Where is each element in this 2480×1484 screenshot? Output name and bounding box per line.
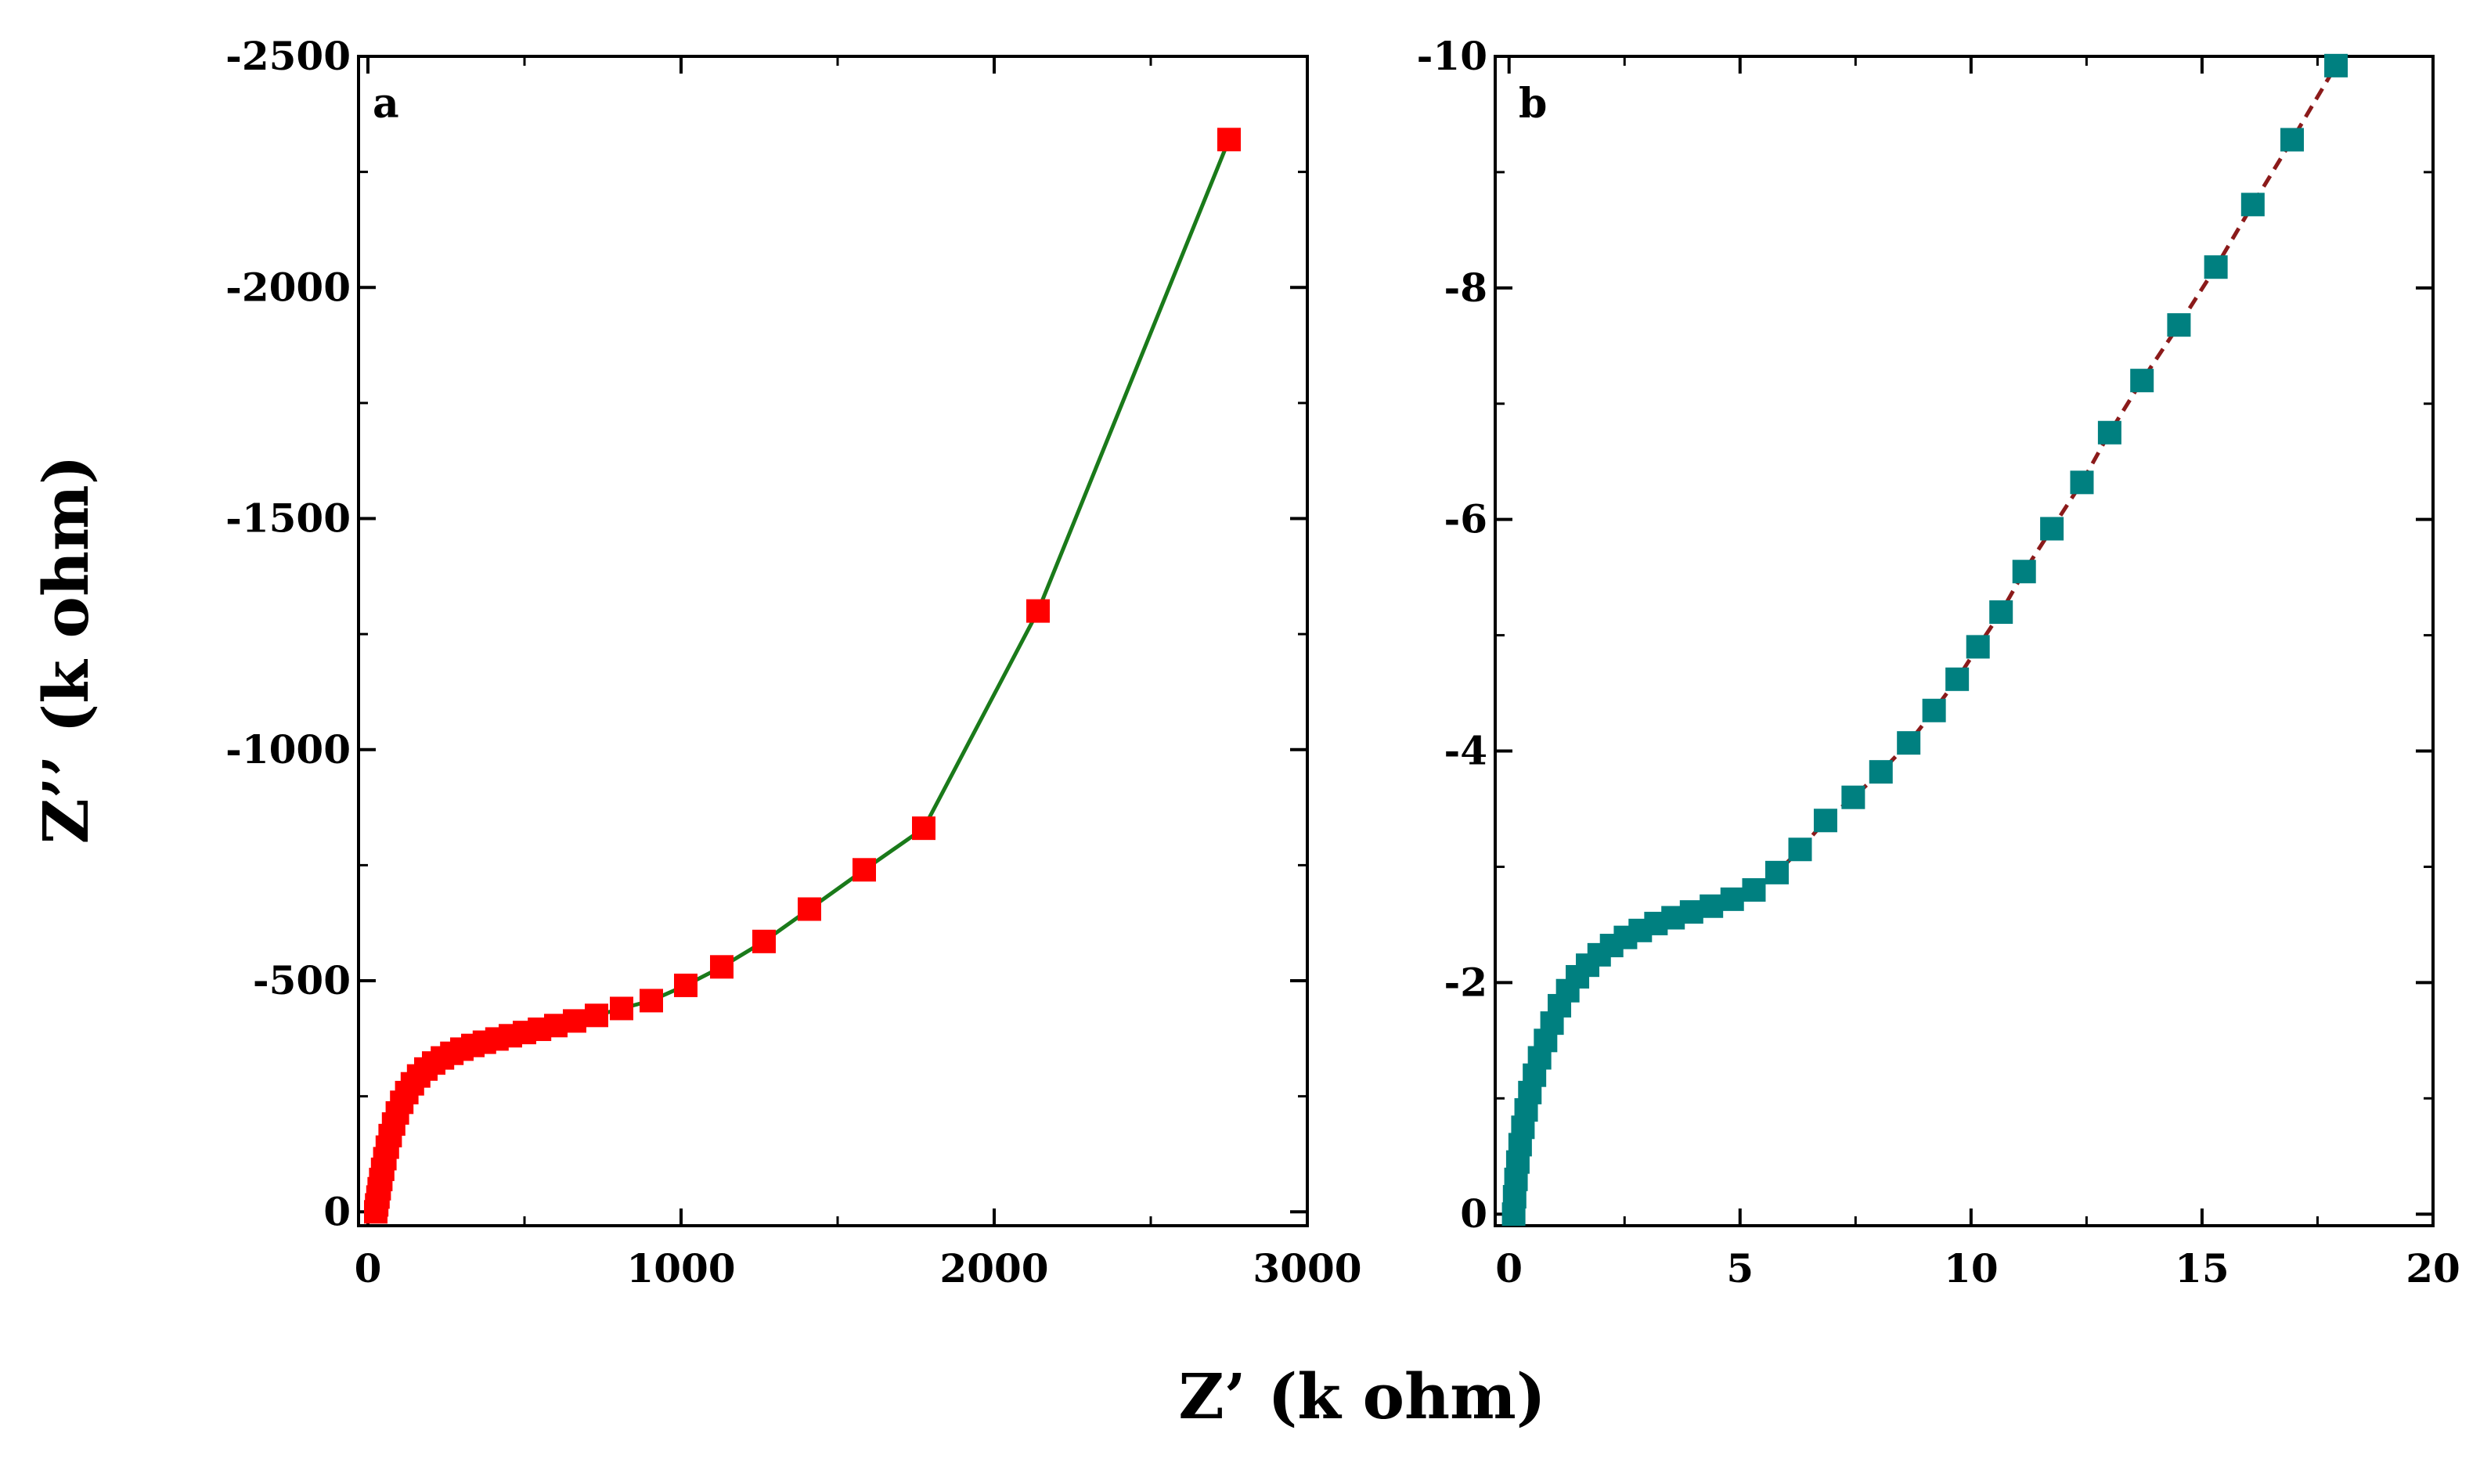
data-point — [1897, 731, 1921, 755]
y-tick-label: -4 — [1444, 728, 1487, 774]
data-point — [640, 989, 663, 1013]
data-point — [2097, 420, 2121, 445]
data-point — [2240, 193, 2265, 217]
y-tick-label: -500 — [253, 957, 351, 1003]
x-tick-label: 2000 — [939, 1245, 1048, 1291]
data-point — [752, 929, 776, 953]
data-point — [1700, 894, 1724, 918]
data-point — [2130, 369, 2154, 393]
x-tick-label: 20 — [2406, 1245, 2460, 1291]
y-tick-label: -10 — [1417, 33, 1487, 79]
data-point — [1813, 809, 1837, 833]
panel-b: 0 5 10 15 20 0 -2 -4 -6 -8 -10 b — [1417, 33, 2460, 1291]
data-point — [1945, 667, 1970, 691]
data-point — [2324, 53, 2348, 77]
data-point — [912, 816, 935, 841]
panel-label-b: b — [1519, 80, 1547, 128]
x-tick-label: 15 — [2175, 1245, 2229, 1291]
data-point — [852, 858, 876, 882]
plot-frame-b — [1494, 55, 2435, 1227]
data-point — [2070, 470, 2094, 495]
data-point — [1720, 887, 1744, 911]
data-point — [2012, 560, 2036, 584]
data-point — [710, 955, 734, 979]
data-point — [585, 1003, 608, 1028]
panel-a: 0 1000 2000 3000 0 -500 -1000 -1500 -2000 -2500 a — [225, 33, 1362, 1291]
data-point — [563, 1009, 586, 1033]
data-point — [2167, 313, 2191, 337]
y-tick-label: 0 — [323, 1188, 351, 1234]
data-point — [1966, 635, 1990, 659]
data-point — [610, 996, 633, 1021]
y-tick-label: -1500 — [225, 495, 351, 542]
plot-frame-a — [357, 55, 1309, 1227]
x-axis-title: Z’ (k ohm) — [1178, 1360, 1545, 1433]
y-tick-label: -1000 — [225, 726, 351, 773]
data-point — [1922, 698, 1946, 722]
data-point — [1026, 599, 1050, 623]
data-point — [2040, 517, 2064, 541]
y-tick-label: -8 — [1444, 265, 1487, 311]
data-point — [1788, 837, 1812, 862]
y-tick-label: 0 — [1460, 1190, 1487, 1237]
y-tick-label: -2000 — [225, 264, 351, 310]
data-point — [1841, 785, 1865, 809]
data-point — [798, 897, 821, 921]
data-point — [1742, 878, 1766, 902]
data-point — [2280, 128, 2305, 152]
x-tick-label: 10 — [1944, 1245, 1999, 1291]
data-point — [2204, 255, 2228, 279]
data-point — [1764, 860, 1789, 884]
y-tick-label: -6 — [1444, 496, 1487, 542]
data-point — [1217, 128, 1241, 152]
data-point — [1989, 600, 2013, 625]
x-tick-label: 0 — [1495, 1245, 1523, 1291]
x-tick-label: 0 — [355, 1245, 382, 1291]
data-point — [1679, 900, 1703, 924]
y-tick-label: -2500 — [225, 33, 351, 79]
x-tick-label: 1000 — [626, 1245, 735, 1291]
y-axis-title: Z’’ (k ohm) — [29, 455, 103, 844]
panel-label-a: a — [373, 80, 399, 128]
x-tick-label: 3000 — [1253, 1245, 1361, 1291]
y-tick-label: -2 — [1444, 959, 1487, 1005]
data-point — [674, 973, 698, 997]
x-tick-label: 5 — [1726, 1245, 1754, 1291]
data-point — [1869, 760, 1893, 784]
